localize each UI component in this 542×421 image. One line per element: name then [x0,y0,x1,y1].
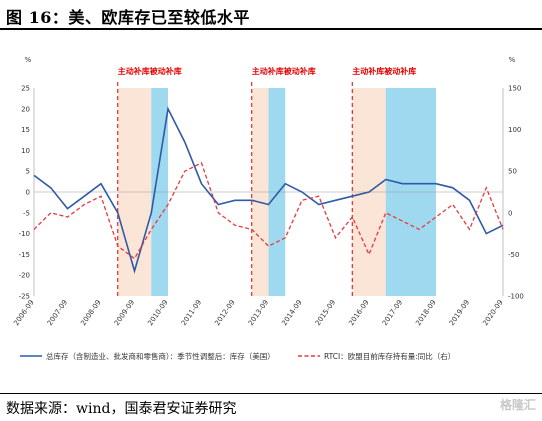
x-tick-label: 2015-09 [314,299,337,328]
title-rule [0,28,542,30]
right-axis-unit: % [509,56,516,64]
right-tick-label: 150 [508,85,521,93]
left-tick-label: -20 [19,272,30,280]
left-tick-label: -10 [19,230,30,238]
right-tick-label: -100 [508,293,524,301]
x-tick-label: 2019-09 [448,299,471,328]
left-tick-label: 15 [21,126,30,134]
x-tick-label: 2008-09 [79,299,102,328]
x-tick-label: 2013-09 [247,299,270,328]
left-tick-label: 25 [21,85,30,93]
legend: 总库存（含制造业、批发商和零售商）：季节性调整后：库存（美国） RTCI：欧盟目前… [20,351,455,361]
right-tick-label: 0 [508,209,512,217]
x-tick-label: 2016-09 [347,299,370,328]
period-annotation: 主动补库被动补库 [352,66,416,76]
watermark-logo: 格隆汇 [499,398,536,412]
left-tick-label: 10 [21,147,30,155]
x-tick-label: 2017-09 [381,299,404,328]
right-tick-label: 100 [508,126,521,134]
inventory-chart: % %2520151050-5-10-15-20-25150100500-50-1… [12,56,524,361]
left-tick-label: 5 [26,168,30,176]
x-tick-label: 2007-09 [46,299,69,328]
x-tick-label: 2010-09 [146,299,169,328]
left-tick-label: 20 [21,105,30,113]
x-tick-label: 2014-09 [280,299,303,328]
series-lines [33,106,504,274]
x-tick-label: 2020-09 [481,299,504,328]
series-line-rtci [33,161,504,260]
period-annotation: 主动补库被动补库 [118,66,182,76]
right-tick-label: -50 [508,251,519,259]
left-tick-label: -25 [19,293,30,301]
left-tick-label: 0 [26,189,30,197]
period-annotations: 主动补库被动补库 主动补库被动补库 主动补库被动补库 [118,66,417,76]
legend-label: RTCI：欧盟目前库存持有量:同比（右） [324,351,455,361]
left-tick-label: -15 [19,251,30,259]
x-tick-label: 2012-09 [213,299,236,328]
period-dividers [117,82,353,296]
series-line-inventory [33,106,504,274]
period-annotation: 主动补库被动补库 [252,66,316,76]
source-note: 数据来源：wind，国泰君安证券研究 [6,401,237,417]
x-tick-label: 2009-09 [113,299,136,328]
x-tick-label: 2006-09 [12,299,35,328]
left-axis-unit: % [25,56,32,64]
left-tick-label: -5 [23,209,30,217]
right-tick-label: 50 [508,168,517,176]
legend-label: 总库存（含制造业、批发商和零售商）：季节性调整后：库存（美国） [46,351,275,361]
chart-title: 图 16：美、欧库存已至较低水平 [6,8,250,27]
x-tick-label: 2018-09 [414,299,437,328]
x-tick-label: 2011-09 [180,299,203,328]
source-rule [0,393,542,394]
